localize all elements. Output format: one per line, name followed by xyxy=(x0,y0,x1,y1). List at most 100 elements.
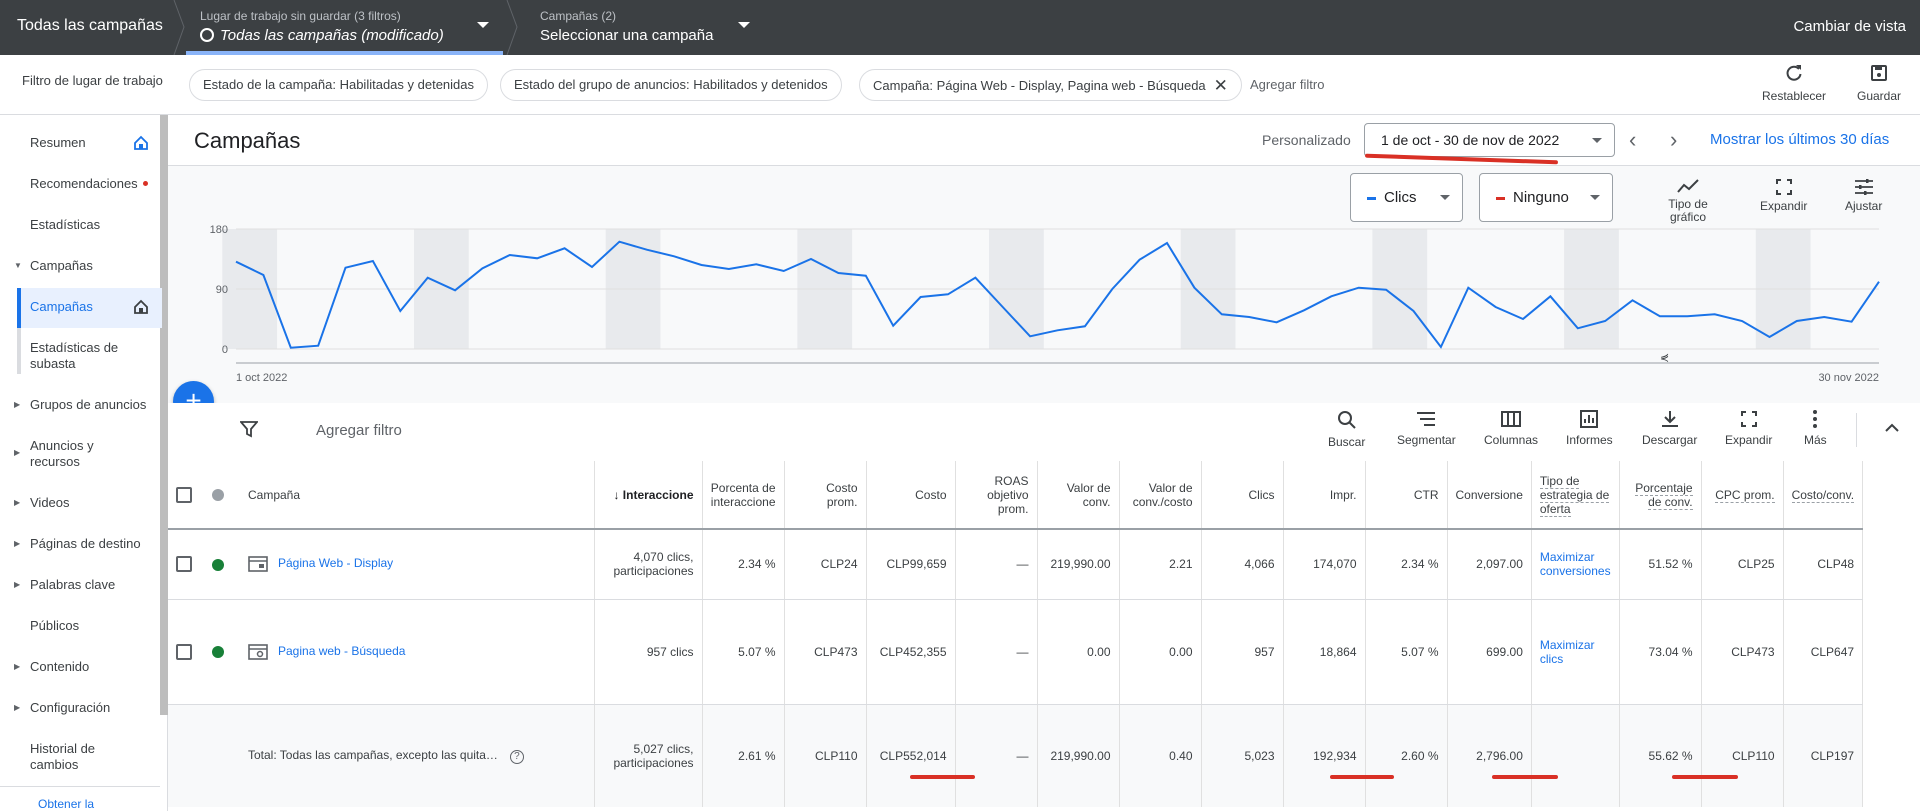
conversions-header[interactable]: Conversione xyxy=(1447,461,1532,530)
campaign-name-cell[interactable]: Pagina web - Búsqueda xyxy=(240,599,567,705)
conv-value-cost-cell: 0.00 xyxy=(1119,599,1202,705)
row-checkbox[interactable] xyxy=(176,556,192,573)
add-filter-button[interactable]: Agregar filtro xyxy=(1250,77,1325,92)
interactions-header[interactable]: ↓ Interaccione xyxy=(594,461,703,530)
sidebar-item-campaigns[interactable]: Campañas xyxy=(30,299,93,314)
close-icon[interactable]: ✕ xyxy=(1213,76,1228,95)
all-campaigns-link[interactable]: Todas las campañas xyxy=(17,17,163,34)
cost-conv-header[interactable]: Costo/conv. xyxy=(1783,461,1864,530)
campaign-link[interactable]: Página Web - Display xyxy=(278,556,394,571)
bid-strategy-link[interactable]: Maximizar conversiones xyxy=(1539,550,1611,579)
reports-icon xyxy=(1580,410,1599,428)
avg-cpc-header[interactable]: CPC prom. xyxy=(1701,461,1784,530)
workspace-dropdown-icon[interactable] xyxy=(477,22,489,28)
bid-strategy-cell[interactable]: Maximizar conversiones xyxy=(1531,529,1620,600)
sidebar-item-videos[interactable]: Videos xyxy=(30,495,70,510)
search-button[interactable]: Buscar xyxy=(1328,410,1365,449)
bid-strategy-link[interactable]: Maximizar clics xyxy=(1539,637,1595,666)
sidebar-item-audiences[interactable]: Públicos xyxy=(30,618,80,633)
switch-view-button[interactable]: Cambiar de vista xyxy=(1793,18,1906,35)
total-label-cell: Total: Todas las campañas, excepto las q… xyxy=(240,704,567,807)
table-add-filter[interactable]: Agregar filtro xyxy=(316,422,402,439)
impr-header[interactable]: Impr. xyxy=(1283,461,1366,530)
chart-type-button[interactable]: Tipo de gráfico xyxy=(1658,178,1718,224)
cost-cell: CLP452,355 xyxy=(866,599,956,705)
y-tick-label: 180 xyxy=(210,224,228,236)
sidebar-item-change-history[interactable]: Historial de cambios xyxy=(30,741,96,772)
campaign-selector[interactable]: Campañas (2) Seleccionar una campaña xyxy=(540,9,713,46)
select-all-checkbox-cell[interactable] xyxy=(168,461,204,530)
interaction-rate-header[interactable]: Porcenta de interaccione xyxy=(702,461,785,530)
filter-icon[interactable] xyxy=(240,420,258,438)
annotation-marker-icon: ⋞ xyxy=(1660,351,1669,364)
show-last-30-days-link[interactable]: Mostrar los últimos 30 días xyxy=(1710,131,1890,148)
table-row[interactable]: Pagina web - Búsqueda 957 clics 5.07 % C… xyxy=(168,599,1864,705)
sidebar-item-recommendations[interactable]: Recomendaciones xyxy=(30,176,138,191)
reset-button[interactable]: Restablecer xyxy=(1762,63,1826,103)
help-icon[interactable]: ? xyxy=(509,749,524,764)
table-expand-button[interactable]: Expandir xyxy=(1725,410,1772,447)
frozen-divider-cell xyxy=(567,704,595,807)
sidebar-item-summary[interactable]: Resumen xyxy=(30,135,86,150)
impr-cell: 18,864 xyxy=(1283,599,1366,705)
campaign-dropdown-icon[interactable] xyxy=(738,22,750,28)
campaign-header[interactable]: Campaña xyxy=(240,461,567,530)
sidebar-item-insights[interactable]: Estadísticas xyxy=(30,217,101,232)
conv-value-header[interactable]: Valor de conv. xyxy=(1037,461,1120,530)
conv-rate-header[interactable]: Porcentaje de conv. xyxy=(1619,461,1702,530)
workspace-selector[interactable]: Lugar de trabajo sin guardar (3 filtros)… xyxy=(200,9,444,46)
chevron-up-icon[interactable] xyxy=(1884,420,1900,436)
next-period-icon[interactable]: › xyxy=(1670,127,1678,152)
save-button[interactable]: Guardar xyxy=(1857,63,1901,103)
row-checkbox-cell[interactable] xyxy=(168,599,204,705)
sidebar-scrollbar[interactable] xyxy=(160,115,168,715)
bid-strategy-cell[interactable]: Maximizar clics xyxy=(1531,599,1620,705)
bid-strategy-header[interactable]: Tipo de estrategia de oferta xyxy=(1531,461,1620,530)
filter-chip-adgroup-status[interactable]: Estado del grupo de anuncios: Habilitado… xyxy=(500,69,842,101)
conversions-cell: 699.00 xyxy=(1447,599,1532,705)
sidebar-active-highlight xyxy=(17,288,162,328)
search-icon xyxy=(1337,411,1356,429)
reports-button[interactable]: Informes xyxy=(1566,410,1613,447)
campaign-link[interactable]: Pagina web - Búsqueda xyxy=(278,643,406,658)
columns-button[interactable]: Columnas xyxy=(1484,410,1538,447)
sidebar-item-settings[interactable]: Configuración xyxy=(30,700,111,715)
conv-value-cell: 219,990.00 xyxy=(1037,529,1120,600)
enabled-status-dot xyxy=(212,559,224,572)
sidebar-item-content[interactable]: Contenido xyxy=(30,659,90,674)
row-checkbox-cell[interactable] xyxy=(168,529,204,600)
chart-expand-button[interactable]: Expandir xyxy=(1760,178,1807,213)
cost-header[interactable]: Costo xyxy=(866,461,956,530)
cost-conv-cell: CLP48 xyxy=(1783,529,1864,600)
sidebar-item-keywords[interactable]: Palabras clave xyxy=(30,577,116,592)
date-range-picker[interactable]: 1 de oct - 30 de nov de 2022 xyxy=(1364,123,1615,157)
filter-chip-campaign-status[interactable]: Estado de la campaña: Habilitadas y dete… xyxy=(189,69,489,101)
campaign-name-cell[interactable]: Página Web - Display xyxy=(240,529,567,600)
sidebar-item-ads-assets[interactable]: Anuncios y recursos xyxy=(30,438,94,469)
chart-adjust-button[interactable]: Ajustar xyxy=(1845,178,1882,213)
filter-chip-campaign[interactable]: Campaña: Página Web - Display, Pagina we… xyxy=(859,69,1242,101)
sidebar-get-link[interactable]: Obtener la xyxy=(38,797,95,811)
previous-period-icon[interactable]: ‹ xyxy=(1629,127,1637,152)
metric1-selector[interactable]: Clics xyxy=(1350,173,1463,222)
sidebar-item-auction-insights[interactable]: Estadísticas de subasta xyxy=(30,340,119,371)
conv-rate-cell: 51.52 % xyxy=(1619,529,1702,600)
table-row[interactable]: Página Web - Display 4,070 clics, partic… xyxy=(168,529,1864,600)
total-cost-cell: CLP552,014 xyxy=(866,704,956,807)
sidebar-item-ad-groups[interactable]: Grupos de anuncios xyxy=(30,397,147,412)
avg-cost-header[interactable]: Costo prom. xyxy=(784,461,867,530)
metric2-selector[interactable]: Ninguno xyxy=(1479,173,1613,222)
roas-header[interactable]: ROAS objetivo prom. xyxy=(955,461,1038,530)
breadcrumb-separator xyxy=(173,0,185,55)
sidebar-item-landing-pages[interactable]: Páginas de destino xyxy=(30,536,141,551)
ctr-header[interactable]: CTR xyxy=(1365,461,1448,530)
conv-value-cost-header[interactable]: Valor de conv./costo xyxy=(1119,461,1202,530)
segment-button[interactable]: Segmentar xyxy=(1397,410,1456,447)
segment-icon xyxy=(1417,412,1436,426)
clicks-header[interactable]: Clics xyxy=(1201,461,1284,530)
select-all-checkbox[interactable] xyxy=(176,486,192,503)
download-button[interactable]: Descargar xyxy=(1642,410,1697,447)
more-button[interactable]: Más xyxy=(1804,410,1827,447)
sidebar-item-campaigns-group[interactable]: Campañas xyxy=(30,258,93,273)
row-checkbox[interactable] xyxy=(176,643,192,660)
